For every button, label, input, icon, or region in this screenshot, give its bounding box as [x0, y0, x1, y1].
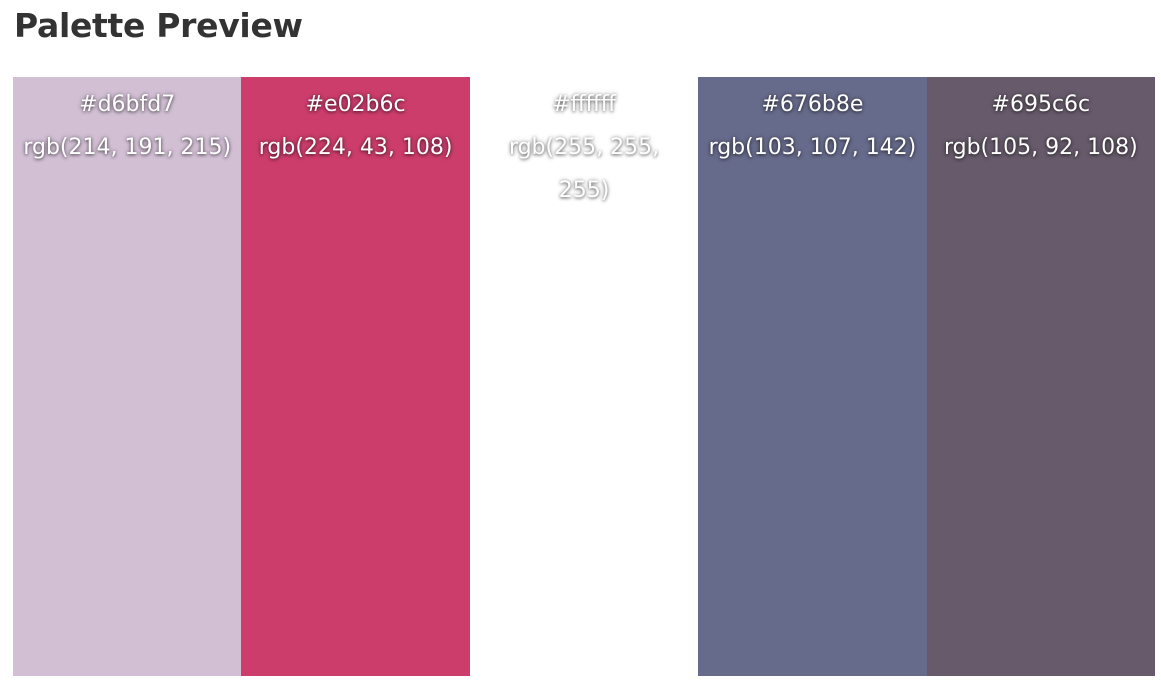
swatch-rgb: rgb(105, 92, 108) [943, 135, 1138, 160]
swatch-hex: #676b8e [761, 92, 864, 117]
swatch-rgb: rgb(214, 191, 215) [23, 135, 232, 160]
swatch-5[interactable]: #695c6c rgb(105, 92, 108) [926, 77, 1156, 676]
swatch-2[interactable]: #e02b6c rgb(224, 43, 108) [241, 77, 470, 676]
swatch-hex: #e02b6c [305, 92, 406, 117]
swatch-1[interactable]: #d6bfd7 rgb(214, 191, 215) [13, 77, 242, 676]
swatch-hex: #d6bfd7 [79, 92, 176, 117]
page-title: Palette Preview [14, 6, 303, 45]
swatch-row: #d6bfd7 rgb(214, 191, 215) #e02b6c rgb(2… [13, 77, 1156, 676]
swatch-rgb: rgb(224, 43, 108) [258, 135, 453, 160]
swatch-3[interactable]: #ffffff rgb(255, 255, 255) [469, 77, 699, 676]
swatch-hex: #695c6c [991, 92, 1091, 117]
swatch-hex: #ffffff [552, 92, 616, 117]
swatch-4[interactable]: #676b8e rgb(103, 107, 142) [698, 77, 927, 676]
swatch-rgb: rgb(255, 255, 255) [508, 135, 660, 203]
swatch-rgb: rgb(103, 107, 142) [708, 135, 917, 160]
